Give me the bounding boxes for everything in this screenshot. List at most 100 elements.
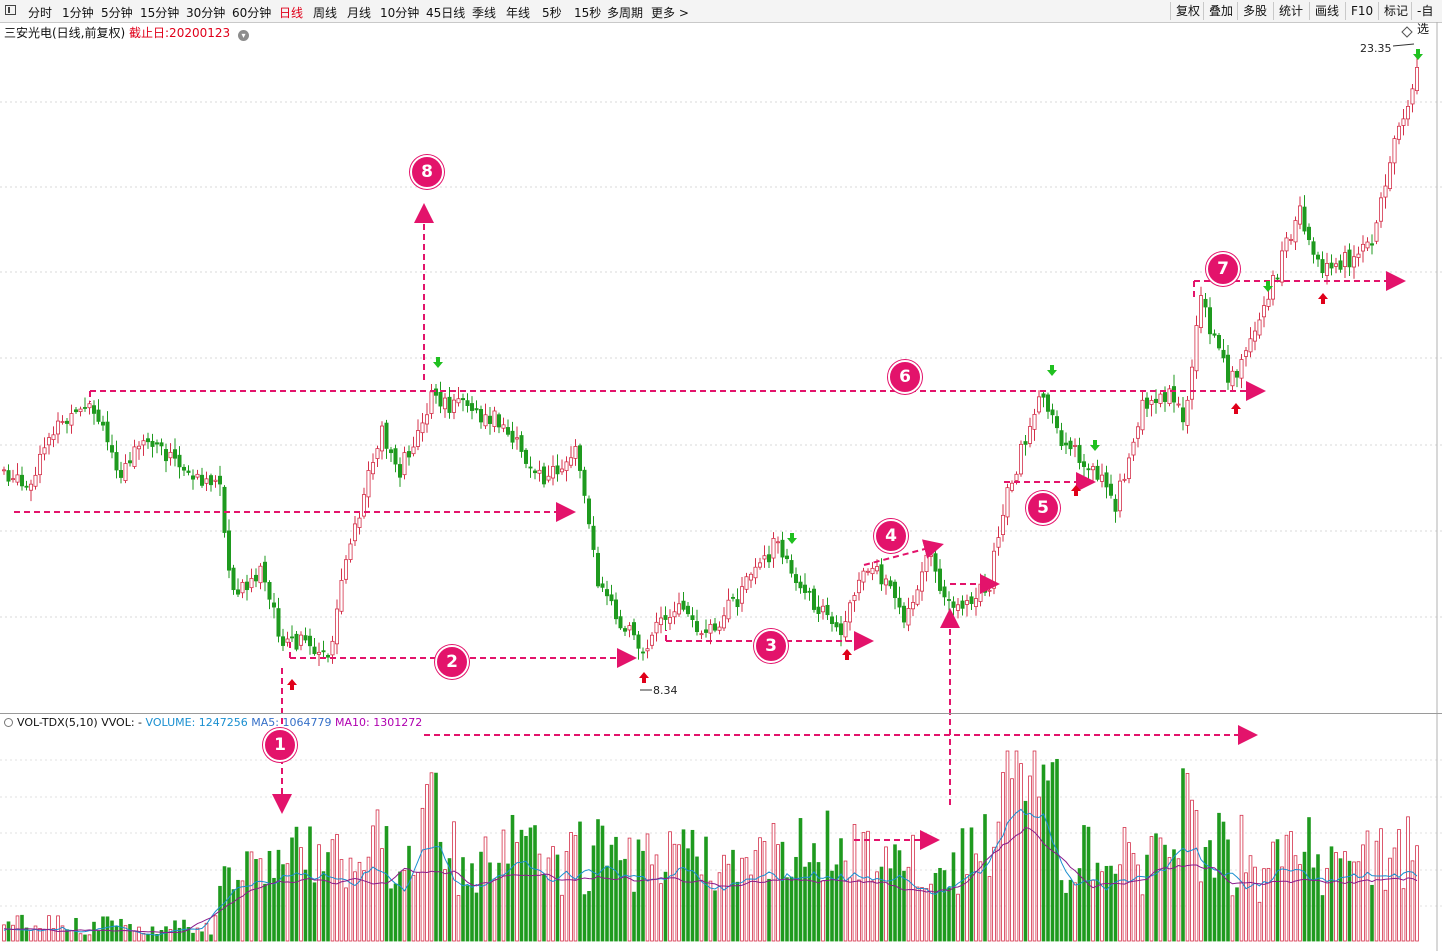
candle-body bbox=[1338, 260, 1343, 270]
volume-bar bbox=[155, 934, 159, 942]
candle-body bbox=[1221, 349, 1226, 359]
f10-button[interactable]: F10 bbox=[1345, 2, 1378, 20]
candle-body bbox=[636, 634, 641, 649]
volume-bar bbox=[695, 856, 699, 942]
candle-body bbox=[92, 405, 97, 414]
tab-monthly[interactable]: 月线 bbox=[347, 6, 372, 20]
candle-body bbox=[546, 475, 551, 481]
chevron-down-icon[interactable]: ▾ bbox=[237, 30, 249, 41]
annotation-badge-3: 3 bbox=[754, 629, 788, 663]
high-pointer-line bbox=[1392, 43, 1415, 47]
volume-bar bbox=[1172, 849, 1176, 942]
tab-5sec[interactable]: 5秒 bbox=[542, 6, 562, 20]
layout-toggle-icon[interactable] bbox=[5, 5, 16, 15]
volume-bar bbox=[303, 869, 308, 942]
volume-bar bbox=[911, 834, 915, 942]
volume-bar bbox=[389, 888, 393, 942]
candle-body bbox=[330, 640, 335, 656]
volume-bar bbox=[258, 858, 263, 942]
candle-body bbox=[1055, 416, 1060, 429]
volume-bar bbox=[1185, 773, 1190, 942]
candle-body bbox=[366, 470, 371, 498]
volume-bar bbox=[929, 883, 933, 942]
volume-bar bbox=[20, 914, 24, 942]
tab-5min[interactable]: 5分钟 bbox=[101, 6, 133, 20]
candle-body bbox=[645, 648, 650, 652]
candle-body bbox=[744, 576, 749, 590]
volume-bar bbox=[951, 852, 956, 942]
tab-daily[interactable]: 日线 bbox=[279, 6, 304, 20]
volume-bar bbox=[857, 879, 861, 942]
tab-1min[interactable]: 1分钟 bbox=[62, 6, 94, 20]
tab-45day[interactable]: 45日线 bbox=[426, 6, 466, 20]
candle-body bbox=[339, 580, 344, 612]
candle-body bbox=[951, 601, 956, 608]
tab-yearly[interactable]: 年线 bbox=[506, 6, 531, 20]
candle-body bbox=[677, 603, 682, 615]
candle-body bbox=[65, 420, 70, 424]
volume-bar bbox=[690, 829, 695, 942]
candle-body bbox=[442, 397, 447, 410]
buy-signal-icon bbox=[1318, 293, 1328, 304]
high-price-label: 23.35 bbox=[1360, 42, 1392, 55]
candle-body bbox=[424, 414, 429, 425]
candle-body bbox=[1172, 386, 1177, 403]
volume-bar bbox=[1383, 889, 1388, 942]
tab-fenshi[interactable]: 分时 bbox=[28, 6, 53, 20]
volume-bar bbox=[884, 846, 888, 942]
candle-body bbox=[605, 589, 610, 597]
volume-bar bbox=[1127, 842, 1131, 942]
draw-line-button[interactable]: 画线 bbox=[1309, 2, 1344, 20]
candle-body bbox=[825, 604, 830, 616]
candle-body bbox=[168, 451, 173, 459]
candle-body bbox=[654, 621, 659, 634]
watchlist-button[interactable]: -自选 bbox=[1411, 2, 1442, 36]
mark-button[interactable]: 标记 bbox=[1378, 2, 1413, 20]
indicator-settings-icon[interactable] bbox=[4, 718, 13, 727]
candle-body bbox=[1100, 474, 1105, 482]
candle-body bbox=[699, 633, 704, 636]
tab-weekly[interactable]: 周线 bbox=[313, 6, 338, 20]
candle-body bbox=[528, 466, 533, 469]
tab-multi-period[interactable]: 多周期 bbox=[607, 6, 644, 20]
tab-30min[interactable]: 30分钟 bbox=[186, 6, 226, 20]
volume-bar bbox=[1194, 810, 1199, 942]
tab-10min[interactable]: 10分钟 bbox=[380, 6, 420, 20]
tab-more[interactable]: 更多 > bbox=[651, 6, 689, 20]
tab-60min[interactable]: 60分钟 bbox=[232, 6, 272, 20]
statistics-button[interactable]: 统计 bbox=[1273, 2, 1308, 20]
volume-bar bbox=[893, 844, 897, 942]
candle-body bbox=[753, 566, 758, 579]
volume-bar bbox=[879, 866, 884, 942]
candle-body bbox=[1302, 206, 1307, 232]
volume-bar bbox=[1397, 829, 1401, 942]
overlay-button[interactable]: 叠加 bbox=[1203, 2, 1238, 20]
candle-body bbox=[740, 586, 745, 604]
candle-body bbox=[15, 474, 20, 483]
candle-body bbox=[289, 636, 294, 639]
candle-body bbox=[780, 539, 785, 558]
tab-quarterly[interactable]: 季线 bbox=[472, 6, 497, 20]
volume-bar bbox=[974, 853, 978, 942]
candle-body bbox=[834, 622, 839, 628]
volume-bar bbox=[1212, 877, 1217, 942]
volume-bar bbox=[803, 866, 807, 942]
candle-body bbox=[244, 581, 249, 591]
volume-bar bbox=[897, 850, 902, 942]
candle-body bbox=[51, 434, 56, 441]
candle-body bbox=[1266, 298, 1271, 307]
volume-bar bbox=[488, 862, 492, 942]
restore-rights-button[interactable]: 复权 bbox=[1170, 2, 1205, 20]
volume-bar bbox=[1338, 858, 1343, 942]
tab-15sec[interactable]: 15秒 bbox=[574, 6, 602, 20]
candle-body bbox=[749, 573, 754, 581]
volume-bar bbox=[870, 880, 875, 942]
tab-15min[interactable]: 15分钟 bbox=[140, 6, 180, 20]
candle-body bbox=[1208, 307, 1213, 335]
volume-bar bbox=[906, 866, 911, 942]
candle-body bbox=[1091, 466, 1096, 471]
multi-stock-button[interactable]: 多股 bbox=[1237, 2, 1272, 20]
candle-body bbox=[379, 425, 384, 452]
candle-body bbox=[159, 442, 164, 447]
